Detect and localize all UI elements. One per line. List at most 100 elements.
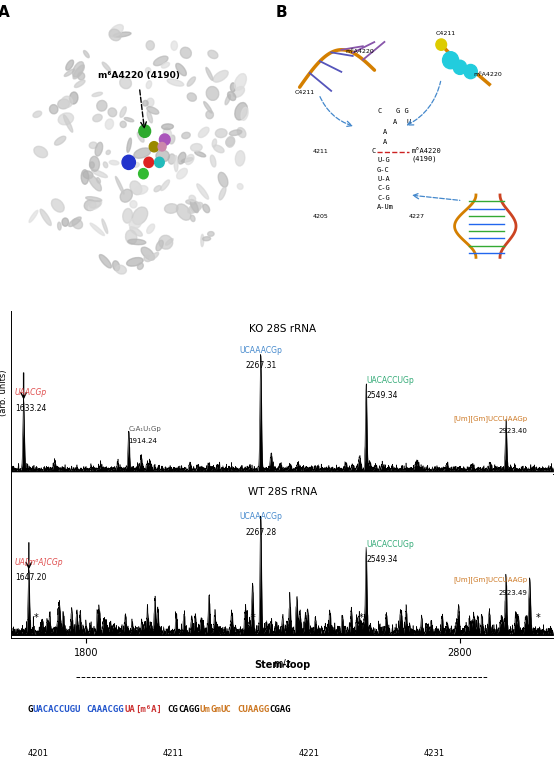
Text: KO 28S rRNA: KO 28S rRNA bbox=[249, 324, 316, 334]
Ellipse shape bbox=[154, 186, 161, 192]
Ellipse shape bbox=[55, 136, 66, 146]
Ellipse shape bbox=[203, 101, 212, 113]
Text: UACACCUGp: UACACCUGp bbox=[366, 539, 414, 549]
Text: C: C bbox=[372, 149, 376, 154]
Text: *: * bbox=[251, 612, 256, 622]
Ellipse shape bbox=[120, 122, 126, 128]
Ellipse shape bbox=[146, 80, 151, 88]
Ellipse shape bbox=[83, 171, 93, 179]
Text: A: A bbox=[382, 139, 387, 145]
Ellipse shape bbox=[213, 70, 228, 82]
Text: UA[m⁶A]CGp: UA[m⁶A]CGp bbox=[15, 558, 64, 567]
Ellipse shape bbox=[109, 29, 121, 41]
Text: A: A bbox=[393, 119, 397, 125]
Ellipse shape bbox=[97, 101, 107, 111]
Ellipse shape bbox=[64, 69, 74, 77]
Ellipse shape bbox=[218, 173, 228, 187]
Ellipse shape bbox=[191, 215, 195, 221]
Ellipse shape bbox=[66, 60, 74, 70]
Text: A: A bbox=[382, 129, 387, 135]
Ellipse shape bbox=[203, 204, 210, 213]
Text: 4221: 4221 bbox=[299, 748, 320, 758]
Ellipse shape bbox=[169, 135, 175, 144]
Text: Um: Um bbox=[200, 705, 210, 714]
Ellipse shape bbox=[206, 87, 219, 101]
Ellipse shape bbox=[138, 132, 144, 142]
Ellipse shape bbox=[34, 146, 48, 158]
Ellipse shape bbox=[97, 178, 101, 183]
Circle shape bbox=[158, 142, 166, 151]
Ellipse shape bbox=[106, 150, 110, 155]
Ellipse shape bbox=[84, 200, 96, 211]
Ellipse shape bbox=[130, 200, 137, 208]
Ellipse shape bbox=[162, 63, 169, 68]
Ellipse shape bbox=[105, 119, 113, 129]
Ellipse shape bbox=[198, 127, 209, 138]
Ellipse shape bbox=[130, 227, 143, 236]
Ellipse shape bbox=[241, 108, 248, 120]
Ellipse shape bbox=[146, 41, 154, 50]
Ellipse shape bbox=[143, 101, 148, 106]
Text: 4231: 4231 bbox=[423, 748, 444, 758]
Ellipse shape bbox=[161, 180, 169, 190]
Ellipse shape bbox=[102, 219, 108, 234]
Ellipse shape bbox=[235, 102, 248, 120]
Ellipse shape bbox=[210, 155, 216, 167]
Text: 2267.31: 2267.31 bbox=[245, 361, 276, 371]
Ellipse shape bbox=[58, 113, 74, 125]
Ellipse shape bbox=[225, 94, 230, 104]
Ellipse shape bbox=[33, 111, 42, 118]
Ellipse shape bbox=[188, 202, 202, 214]
Ellipse shape bbox=[89, 201, 101, 208]
Ellipse shape bbox=[165, 238, 173, 245]
Text: *: * bbox=[536, 612, 541, 622]
Text: C4211: C4211 bbox=[295, 91, 315, 95]
Text: 4201: 4201 bbox=[27, 748, 49, 758]
Text: 2923.40: 2923.40 bbox=[499, 429, 527, 434]
Ellipse shape bbox=[50, 104, 58, 114]
Ellipse shape bbox=[108, 108, 117, 117]
Ellipse shape bbox=[234, 74, 247, 91]
Text: CGAG: CGAG bbox=[269, 705, 291, 714]
Ellipse shape bbox=[178, 152, 186, 164]
Ellipse shape bbox=[92, 170, 107, 177]
Ellipse shape bbox=[238, 128, 246, 138]
Ellipse shape bbox=[116, 265, 126, 274]
Ellipse shape bbox=[62, 218, 69, 226]
Ellipse shape bbox=[89, 162, 94, 168]
Text: 2267.28: 2267.28 bbox=[245, 528, 276, 536]
Ellipse shape bbox=[58, 222, 61, 230]
Text: G G: G G bbox=[396, 108, 409, 114]
Ellipse shape bbox=[147, 111, 153, 123]
Text: m⁶A4220: m⁶A4220 bbox=[473, 72, 502, 77]
Ellipse shape bbox=[127, 138, 131, 152]
Text: 4211: 4211 bbox=[313, 149, 329, 154]
Ellipse shape bbox=[177, 204, 191, 221]
Ellipse shape bbox=[51, 199, 64, 212]
Ellipse shape bbox=[120, 190, 132, 202]
Text: 1647.20: 1647.20 bbox=[15, 574, 46, 583]
Text: [Um][Gm]UCCUAAGp: [Um][Gm]UCCUAAGp bbox=[453, 416, 527, 422]
Ellipse shape bbox=[219, 187, 226, 200]
Ellipse shape bbox=[146, 98, 154, 107]
Ellipse shape bbox=[69, 92, 78, 104]
Text: CAAACGG: CAAACGG bbox=[87, 705, 124, 714]
Ellipse shape bbox=[100, 255, 111, 268]
Text: UAACGp: UAACGp bbox=[15, 389, 47, 397]
Text: UA: UA bbox=[124, 705, 135, 714]
Circle shape bbox=[122, 156, 135, 170]
Text: G: G bbox=[27, 705, 33, 714]
Ellipse shape bbox=[191, 202, 201, 212]
Text: 1633.24: 1633.24 bbox=[15, 403, 46, 413]
Ellipse shape bbox=[186, 200, 197, 204]
Ellipse shape bbox=[190, 200, 198, 213]
Ellipse shape bbox=[95, 142, 103, 156]
Text: A: A bbox=[0, 5, 10, 20]
Ellipse shape bbox=[156, 240, 163, 251]
Ellipse shape bbox=[145, 67, 151, 74]
Ellipse shape bbox=[206, 111, 214, 118]
Ellipse shape bbox=[229, 130, 242, 135]
Text: U-A: U-A bbox=[377, 176, 390, 182]
Text: m⁶A4220: m⁶A4220 bbox=[345, 49, 374, 54]
Text: [Um][Gm]UCCUAAGp: [Um][Gm]UCCUAAGp bbox=[453, 577, 527, 584]
